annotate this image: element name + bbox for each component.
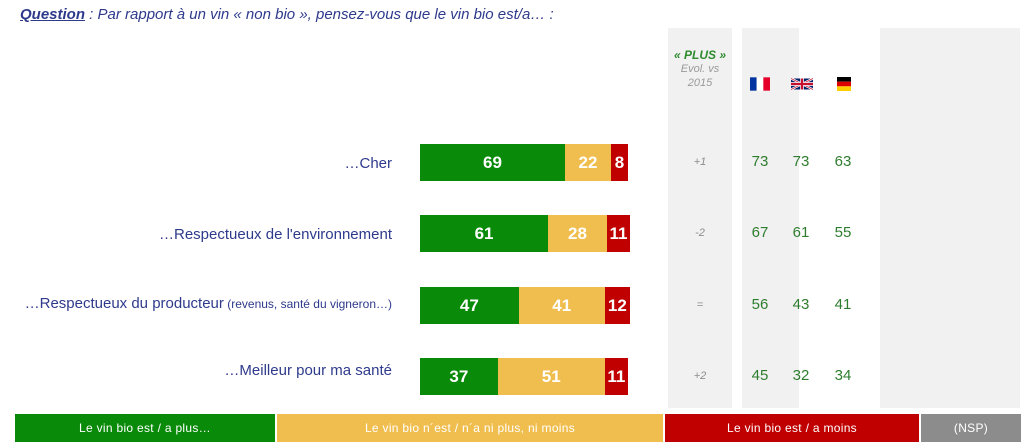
bar-segment: 37 — [420, 358, 498, 395]
nsp-column-background — [880, 28, 1020, 408]
france-plus-value: 73 — [751, 153, 769, 170]
row-label-emphasis: producteur — [152, 295, 224, 312]
bar-segment: 22 — [564, 144, 612, 181]
legend-nsp: (NSP) — [921, 414, 1021, 442]
row-label-text: …Meilleur pour ma santé — [224, 362, 392, 379]
row-label-text: …Respectueux de l'environnement — [159, 226, 392, 243]
france-flag-icon — [750, 77, 770, 91]
france-plus-value: 67 — [751, 224, 769, 241]
legend-nsp-label: (NSP) — [953, 421, 989, 435]
uk-plus-value: 32 — [792, 367, 810, 384]
question-label: Question — [20, 6, 86, 23]
bar-segment: 12 — [604, 287, 630, 324]
stacked-bar: 37 51 11 — [420, 358, 628, 395]
bar-segment: 11 — [604, 358, 628, 395]
row-label-cher: …Cher — [344, 155, 392, 172]
france-plus-value: 45 — [751, 367, 769, 384]
plus-title: « PLUS » — [673, 48, 727, 62]
stacked-bar: 47 41 12 — [420, 287, 630, 324]
legend-moins-label: Le vin bio est / a moins — [727, 421, 857, 435]
row-label-detail: (revenus, santé du vigneron…) — [223, 297, 392, 311]
evolution-value: +1 — [693, 156, 707, 168]
row-label-text: …Respectueux du — [24, 295, 153, 312]
plus-column-background — [668, 28, 732, 408]
question-body: : Par rapport à un vin « non bio », pens… — [85, 6, 554, 23]
legend-neither-label: Le vin bio n´est / n´a ni plus, ni moins — [364, 421, 576, 435]
stacked-bar: 69 22 8 — [420, 144, 628, 181]
germany-plus-value: 63 — [834, 153, 852, 170]
bar-segment: 28 — [548, 215, 607, 252]
row-label-sante: …Meilleur pour ma santé — [224, 362, 392, 379]
plus-subtitle-line2: 2015 — [687, 77, 713, 89]
bar-segment: 61 — [420, 215, 549, 252]
plus-subtitle-line1: Evol. vs — [680, 63, 720, 75]
evolution-value: -2 — [695, 227, 705, 239]
evolution-value: +2 — [693, 370, 707, 382]
bar-segment: 47 — [420, 287, 519, 324]
germany-plus-value: 41 — [834, 296, 852, 313]
plus-header: « PLUS » Evol. vs 2015 — [668, 48, 732, 90]
bar-segment: 8 — [611, 144, 628, 181]
uk-plus-value: 61 — [792, 224, 810, 241]
evolution-value: = — [696, 299, 704, 311]
row-label-environnement: …Respectueux de l'environnement — [159, 226, 392, 243]
uk-plus-value: 43 — [792, 296, 810, 313]
row-label-text: …Cher — [344, 155, 392, 172]
question-text: Question : Par rapport à un vin « non bi… — [20, 6, 554, 23]
germany-flag-icon — [837, 77, 851, 91]
germany-plus-value: 55 — [834, 224, 852, 241]
legend-neither: Le vin bio n´est / n´a ni plus, ni moins — [277, 414, 663, 442]
uk-plus-value: 73 — [792, 153, 810, 170]
bar-segment: 41 — [518, 287, 605, 324]
bar-segment: 51 — [497, 358, 605, 395]
legend-plus: Le vin bio est / a plus… — [15, 414, 275, 442]
bar-segment: 69 — [420, 144, 565, 181]
uk-shade — [742, 28, 799, 408]
row-label-producteur: …Respectueux du producteur (revenus, san… — [25, 295, 392, 312]
uk-flag-icon — [791, 77, 813, 91]
bar-segment: 11 — [606, 215, 630, 252]
france-plus-value: 56 — [751, 296, 769, 313]
legend-moins: Le vin bio est / a moins — [665, 414, 919, 442]
germany-plus-value: 34 — [834, 367, 852, 384]
legend-plus-label: Le vin bio est / a plus… — [79, 421, 211, 435]
stacked-bar: 61 28 11 — [420, 215, 630, 252]
